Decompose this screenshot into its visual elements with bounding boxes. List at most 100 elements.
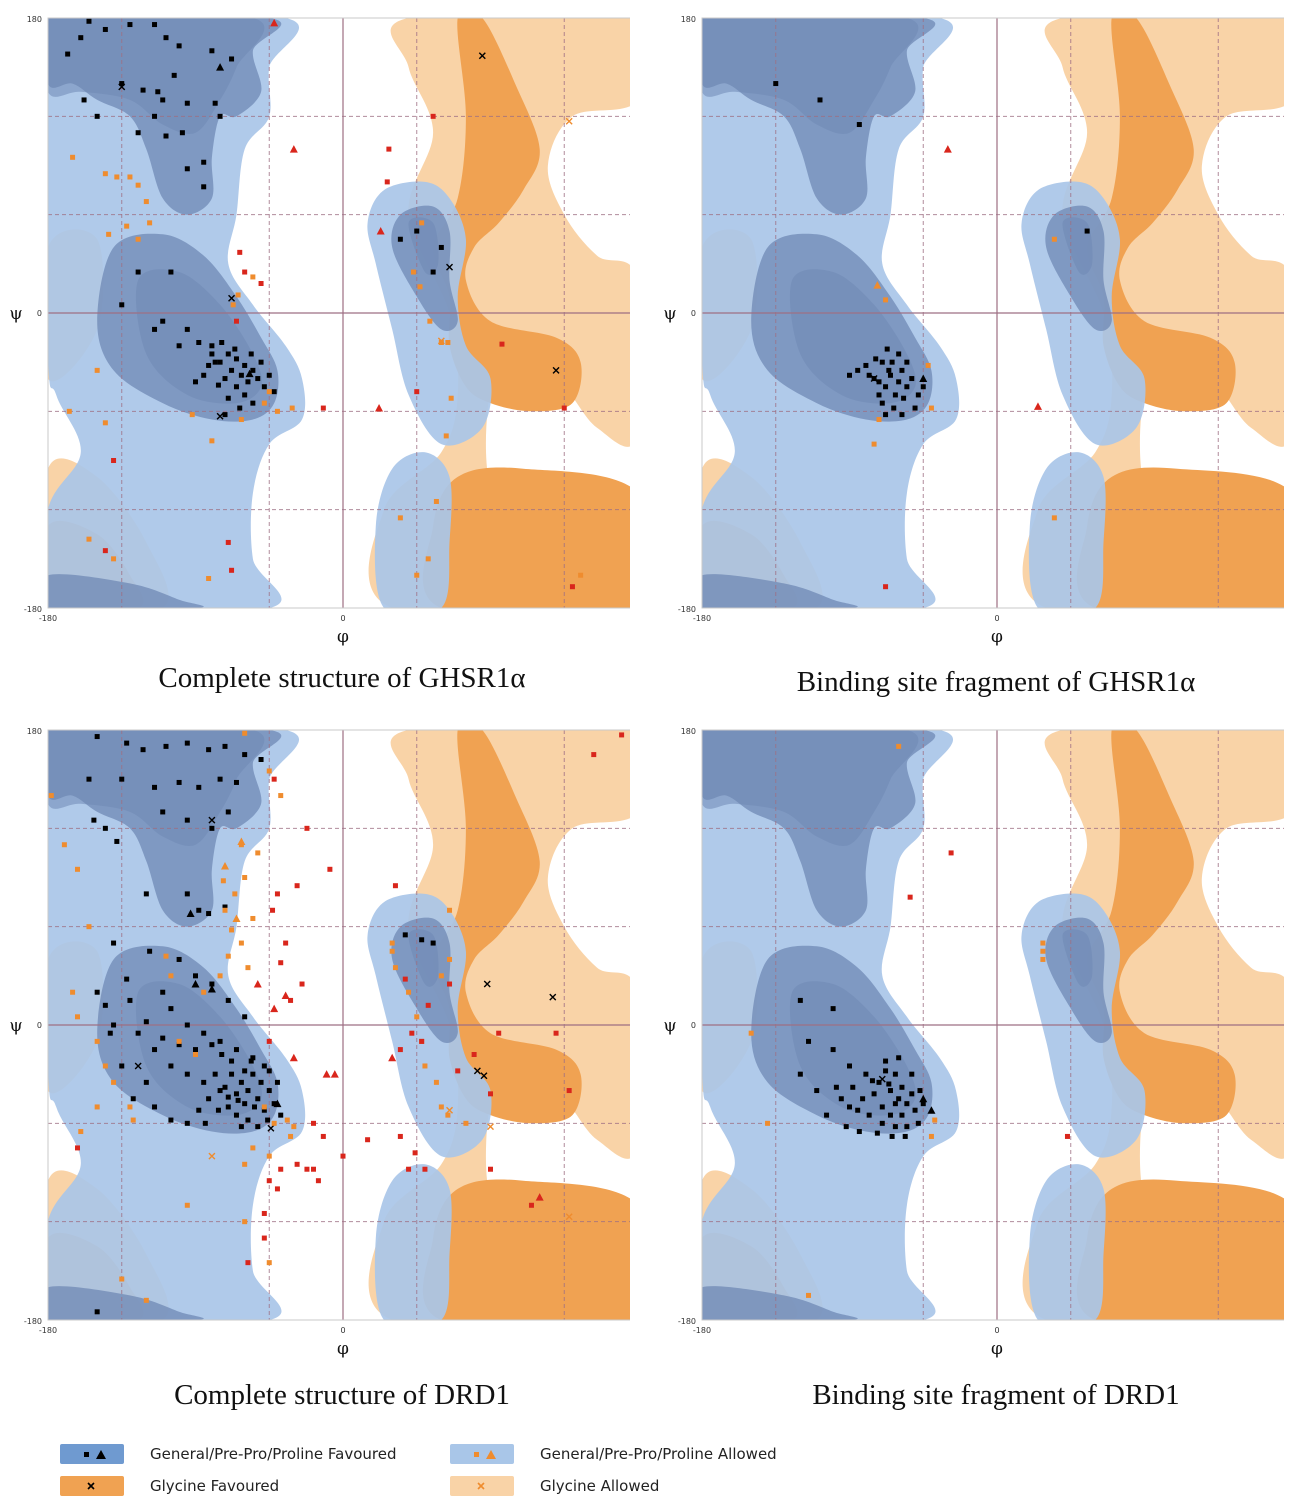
data-point	[238, 372, 244, 378]
data-point	[91, 817, 97, 823]
data-point	[201, 1030, 207, 1036]
data-point	[258, 1079, 264, 1085]
data-point	[261, 400, 267, 406]
data-point	[883, 412, 889, 418]
data-point	[235, 292, 241, 298]
y-tick-label: -180	[678, 605, 696, 614]
data-point	[425, 1002, 431, 1008]
data-point	[233, 1047, 239, 1053]
data-point	[209, 343, 215, 349]
data-point	[127, 1104, 133, 1110]
data-point	[883, 384, 889, 390]
data-point	[147, 220, 153, 226]
data-point	[233, 318, 239, 324]
data-point	[824, 1112, 830, 1118]
data-point	[291, 1124, 297, 1130]
data-point	[225, 1094, 231, 1100]
data-point	[168, 1117, 174, 1123]
y-tick-label: -180	[24, 1317, 42, 1326]
data-point	[261, 384, 267, 390]
data-point	[48, 793, 54, 799]
data-point	[86, 536, 92, 542]
region-general-favoured	[1062, 929, 1093, 987]
data-point	[189, 412, 195, 418]
data-point	[184, 100, 190, 106]
y-tick-label: -180	[24, 605, 42, 614]
data-point	[215, 382, 221, 388]
data-point	[1033, 402, 1042, 410]
data-point	[455, 1068, 461, 1074]
data-point	[315, 1178, 321, 1184]
data-point	[184, 891, 190, 897]
data-point	[135, 1030, 141, 1036]
data-point	[565, 117, 573, 125]
data-point	[928, 405, 934, 411]
data-point	[191, 980, 200, 988]
data-point	[443, 433, 449, 439]
data-point	[925, 362, 931, 368]
data-point	[209, 1042, 215, 1048]
data-point	[124, 223, 130, 229]
data-point	[86, 924, 92, 930]
y-tick-label: -180	[678, 1317, 696, 1326]
data-point	[304, 1166, 310, 1172]
data-point	[135, 236, 141, 242]
data-point	[896, 1096, 902, 1102]
data-point	[258, 757, 264, 762]
data-point	[245, 1088, 251, 1094]
data-point	[886, 367, 892, 373]
data-point	[266, 1260, 272, 1266]
data-point	[488, 1166, 493, 1172]
data-point	[417, 284, 423, 290]
data-point	[176, 1038, 182, 1044]
data-point	[919, 1094, 928, 1103]
data-point	[397, 1047, 403, 1053]
data-point	[222, 904, 228, 910]
data-point	[496, 1030, 502, 1036]
data-point	[410, 269, 416, 275]
data-point	[274, 1186, 280, 1192]
data-point	[235, 1097, 241, 1103]
region-glycine-favoured	[1077, 1179, 1284, 1320]
data-point	[1040, 948, 1046, 954]
data-point	[912, 1107, 918, 1113]
data-point	[119, 81, 125, 87]
data-point	[106, 231, 112, 237]
y-axis-label: ψ	[9, 1016, 22, 1036]
data-point	[566, 1088, 572, 1094]
data-point	[278, 1112, 284, 1118]
data-point	[866, 372, 872, 378]
data-point	[225, 395, 231, 401]
data-point	[283, 940, 289, 946]
data-point	[899, 1084, 905, 1090]
data-point	[230, 302, 236, 308]
data-point	[806, 1292, 812, 1298]
data-point	[270, 1004, 279, 1013]
data-point	[250, 1145, 256, 1151]
data-point	[217, 1038, 223, 1044]
data-point	[238, 417, 244, 423]
data-point	[242, 752, 248, 758]
data-point	[578, 572, 584, 578]
data-point	[883, 297, 889, 303]
data-point	[948, 850, 954, 856]
data-point	[899, 1112, 905, 1118]
data-point	[406, 989, 412, 995]
data-point	[773, 81, 779, 87]
data-point	[152, 326, 158, 332]
data-point	[320, 405, 326, 411]
data-point	[232, 891, 238, 897]
data-point	[438, 973, 444, 979]
data-point	[552, 366, 560, 374]
data-point	[266, 372, 272, 378]
plot-frame	[701, 729, 1284, 1321]
data-point	[160, 989, 166, 995]
data-point	[565, 1213, 573, 1221]
y-tick-label: 180	[27, 15, 42, 24]
legend-cross-icon	[87, 1482, 95, 1490]
data-point	[274, 891, 280, 897]
data-point	[830, 1006, 836, 1012]
data-point	[176, 779, 182, 785]
data-point	[471, 1052, 477, 1057]
y-tick-label: 0	[691, 309, 696, 318]
